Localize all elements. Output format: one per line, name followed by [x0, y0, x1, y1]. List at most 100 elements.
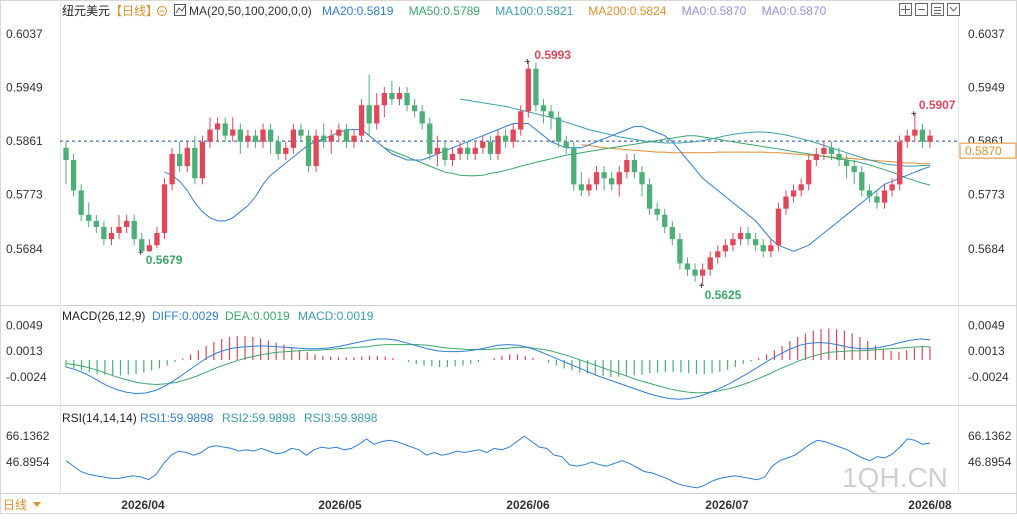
circle-minus-icon[interactable] — [157, 6, 167, 16]
candle-body — [555, 117, 562, 142]
candle-body — [434, 147, 441, 154]
macd-axis: 0.0049 0.0049 0.0013 0.0013 -0.0024 -0.0024 — [6, 319, 1009, 384]
low2-marker: + — [699, 281, 705, 292]
candle-body — [919, 129, 926, 142]
candle-body — [609, 178, 615, 185]
price-tick-right-4: 0.5684 — [968, 242, 1005, 256]
crosshair-icon[interactable] — [899, 3, 912, 16]
rsi-tick-right-0: 66.1362 — [968, 429, 1012, 443]
candle-body — [753, 239, 759, 246]
chart-settings-icon[interactable] — [931, 3, 944, 16]
high-label: 0.5993 — [534, 48, 571, 62]
candle-body — [192, 147, 198, 179]
candle-body — [881, 190, 888, 203]
x-axis-labels: 2026/04 2026/05 2026/06 2026/07 2026/08 — [121, 498, 952, 512]
candle-body — [207, 129, 213, 142]
dropdown-icon[interactable] — [33, 502, 41, 507]
candle-body — [760, 245, 766, 252]
candle-body — [275, 141, 281, 154]
ma-value-4: MA0:0.5870 — [682, 4, 747, 18]
period-label[interactable]: 【日线】 — [110, 4, 158, 18]
chart-toggle-icon[interactable] — [174, 4, 186, 16]
candle-body — [790, 190, 797, 197]
candle-body — [267, 129, 274, 142]
candle-body — [86, 214, 92, 221]
candle-body — [631, 160, 638, 173]
ma-value-1: MA50:0.5789 — [409, 4, 481, 18]
macd-dea-line — [65, 344, 930, 394]
rsi-line — [65, 435, 931, 489]
candle-body — [411, 105, 418, 112]
candle-body — [396, 93, 403, 100]
candle-body — [343, 129, 350, 142]
x-date-label-4: 2026/08 — [908, 498, 952, 512]
candle-body — [472, 147, 478, 154]
price-tick-left-4: 0.5684 — [6, 242, 43, 256]
candle-body — [563, 141, 569, 148]
candle-body — [169, 153, 175, 185]
rsi1-line — [65, 435, 931, 489]
collapse-icon[interactable] — [947, 3, 960, 16]
period-tab[interactable]: 日线 — [3, 498, 41, 512]
candle-body — [358, 105, 365, 136]
candle-body — [427, 123, 433, 154]
candle-body — [336, 129, 342, 136]
candle-body — [548, 111, 554, 118]
candle-body — [93, 220, 99, 227]
candle-body — [874, 196, 880, 203]
candle-body — [722, 245, 729, 252]
macd-params-label: MACD(26,12,9) — [62, 309, 145, 323]
candle-body — [260, 129, 266, 142]
candle-body — [730, 239, 736, 246]
rsi-params-label: RSI(14,14,14) — [62, 411, 137, 425]
candle-body — [677, 239, 683, 264]
candle-body — [624, 160, 630, 173]
period-tab-label[interactable]: 日线 — [3, 498, 27, 512]
candle-body — [374, 105, 380, 124]
candle-body — [715, 251, 721, 258]
candle-body — [571, 147, 577, 185]
high-marker: + — [524, 57, 530, 68]
macd-dea-label: DEA:0.0019 — [225, 309, 290, 323]
candle-body — [131, 220, 137, 240]
zoom-out-icon[interactable] — [915, 3, 928, 16]
candle-body — [897, 141, 903, 185]
candle-body — [639, 172, 645, 185]
candle-body — [669, 226, 675, 240]
price-tick-left-1: 0.5949 — [6, 81, 43, 95]
candle-body — [525, 68, 531, 112]
candle-body — [214, 123, 221, 130]
candle-body — [798, 184, 804, 191]
candle-body — [662, 214, 668, 227]
price-tick-left-3: 0.5773 — [6, 188, 43, 202]
candle-body — [510, 129, 516, 142]
rsi-axis: 66.1362 66.1362 46.8954 46.8954 — [6, 429, 1012, 469]
candle-body — [737, 233, 744, 240]
ma-values-row: MA20:0.5819 MA50:0.5789 MA100:0.5821 MA200:… — [322, 4, 827, 18]
macd-tick-right-2: -0.0024 — [968, 370, 1009, 384]
candle-body — [912, 129, 918, 136]
candle-body — [199, 141, 206, 179]
candle-body — [123, 220, 130, 227]
price-tick-left-0: 0.6037 — [6, 27, 43, 41]
candle-body — [480, 141, 486, 148]
candle-body — [745, 233, 751, 240]
price-tick-left-2: 0.5861 — [6, 134, 43, 148]
rsi2-label: RSI2:59.9898 — [222, 411, 296, 425]
candle-body — [502, 135, 509, 142]
candle-body — [684, 263, 691, 270]
candle-body — [889, 184, 895, 191]
candle-body — [222, 123, 228, 136]
rsi-tick-right-1: 46.8954 — [968, 455, 1012, 469]
candle-body — [139, 239, 145, 252]
candle-body — [351, 135, 357, 142]
candle-body — [449, 153, 456, 160]
candle-body — [283, 147, 289, 154]
x-date-label-1: 2026/05 — [318, 498, 362, 512]
candle-body — [108, 233, 115, 240]
price-tick-right-1: 0.5949 — [968, 81, 1005, 95]
watermark: 1QH.CN — [842, 462, 948, 493]
candle-body — [298, 129, 304, 136]
candle-body — [63, 147, 69, 160]
